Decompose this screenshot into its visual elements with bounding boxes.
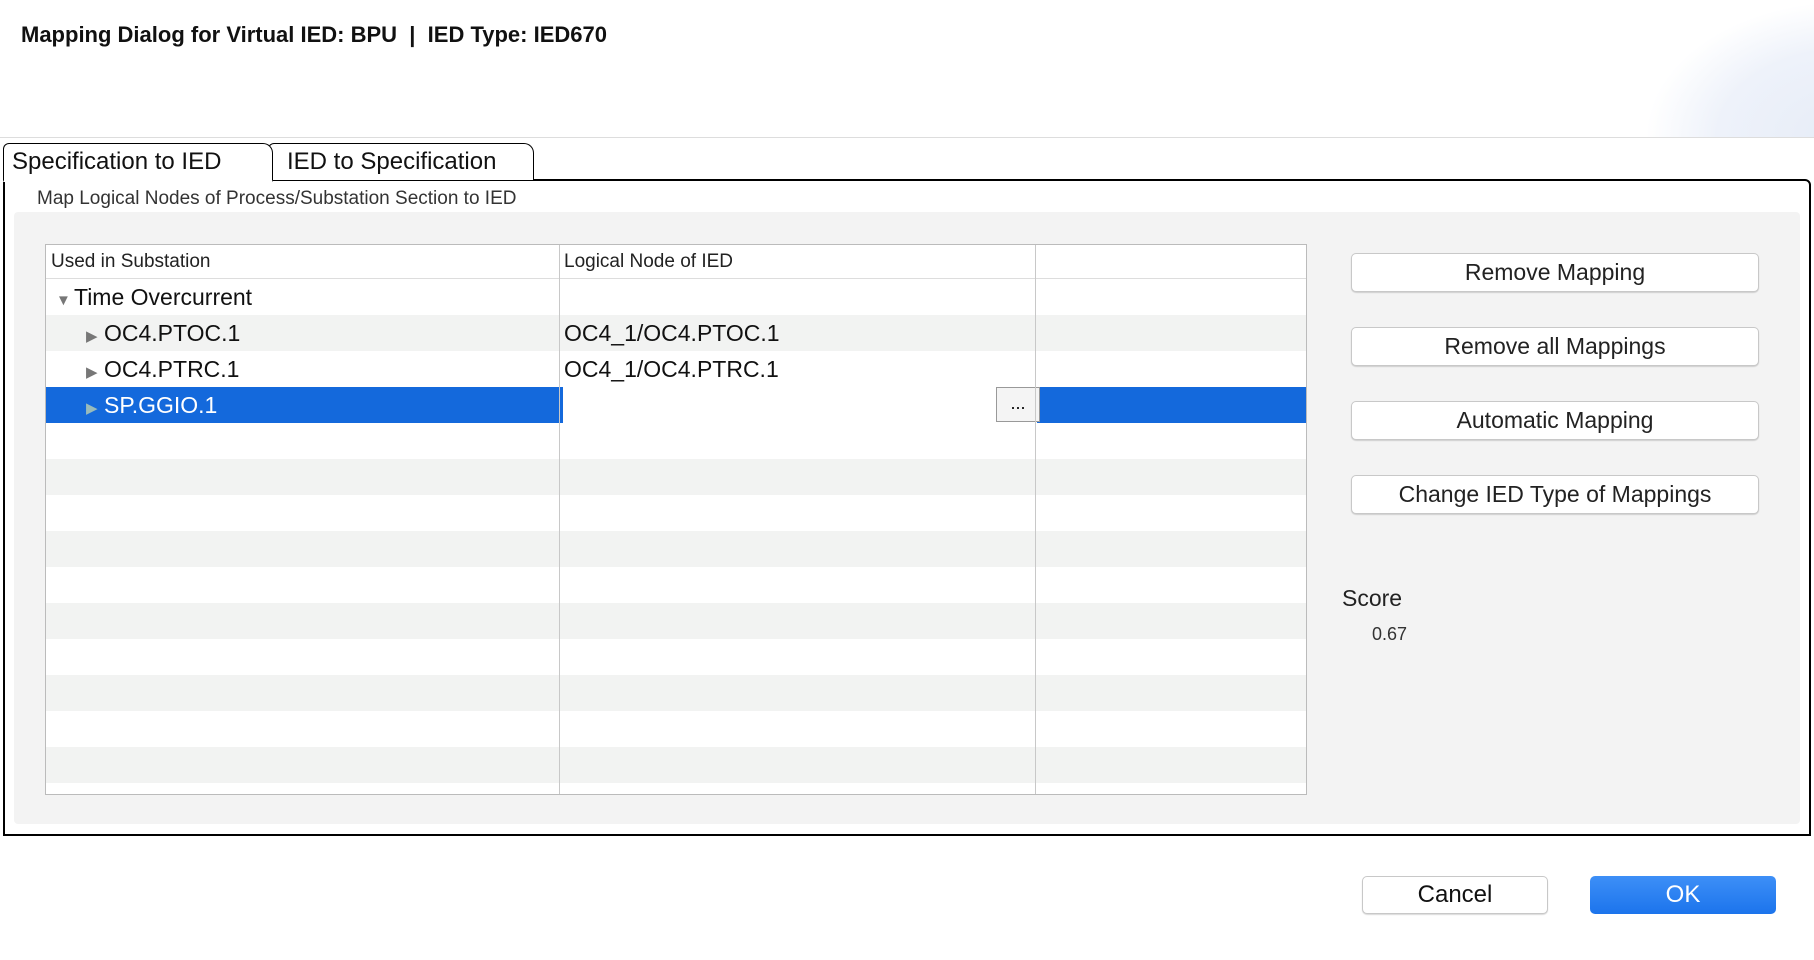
table-row[interactable]: ▼ Time Overcurrent bbox=[46, 279, 1306, 315]
automatic-mapping-button[interactable]: Automatic Mapping bbox=[1351, 401, 1759, 440]
ied-logical-node-editor[interactable] bbox=[561, 387, 1037, 423]
change-ied-type-button[interactable]: Change IED Type of Mappings bbox=[1351, 475, 1759, 514]
ied-logical-node-cell[interactable]: OC4_1/OC4.PTRC.1 bbox=[564, 356, 779, 382]
column-divider bbox=[1035, 245, 1036, 794]
tab-ied-to-specification[interactable]: IED to Specification bbox=[268, 143, 534, 180]
column-header-logical-node[interactable]: Logical Node of IED bbox=[559, 245, 1035, 279]
header-divider bbox=[0, 137, 1814, 138]
column-header-used-in-substation[interactable]: Used in Substation bbox=[46, 245, 559, 279]
score-label: Score bbox=[1342, 585, 1403, 611]
node-name: Time Overcurrent bbox=[74, 284, 253, 310]
remove-mapping-button[interactable]: Remove Mapping bbox=[1351, 253, 1759, 292]
tab-specification-to-ied[interactable]: Specification to IED bbox=[3, 143, 273, 182]
table-row[interactable]: ▶ OC4.PTOC.1 OC4_1/OC4.PTOC.1 bbox=[46, 315, 1306, 351]
column-divider bbox=[559, 245, 560, 794]
empty-table-row bbox=[46, 495, 1306, 531]
remove-all-mappings-button[interactable]: Remove all Mappings bbox=[1351, 327, 1759, 366]
empty-table-row bbox=[46, 531, 1306, 567]
table-row[interactable]: ▶ OC4.PTRC.1 OC4_1/OC4.PTRC.1 bbox=[46, 351, 1306, 387]
substation-node-cell: ▶ OC4.PTRC.1 bbox=[86, 351, 239, 387]
score-value: 0.67 bbox=[1372, 624, 1408, 644]
empty-table-row bbox=[46, 747, 1306, 783]
empty-table-row bbox=[46, 783, 1306, 794]
empty-table-row bbox=[46, 639, 1306, 675]
empty-table-row bbox=[46, 603, 1306, 639]
node-name: SP.GGIO.1 bbox=[104, 392, 218, 418]
empty-table-row bbox=[46, 423, 1306, 459]
collapsed-triangle-icon[interactable]: ▶ bbox=[86, 328, 98, 345]
empty-table-row bbox=[46, 711, 1306, 747]
ok-button[interactable]: OK bbox=[1590, 876, 1776, 914]
substation-node-cell: ▶ OC4.PTOC.1 bbox=[86, 315, 240, 351]
mapping-table[interactable]: Used in Substation Logical Node of IED ▼… bbox=[45, 244, 1307, 795]
substation-node-cell: ▶ SP.GGIO.1 bbox=[86, 387, 217, 423]
browse-button[interactable]: ... bbox=[996, 387, 1040, 422]
table-row[interactable]: ▶ SP.GGIO.1... bbox=[46, 387, 1306, 423]
collapsed-triangle-icon[interactable]: ▶ bbox=[86, 364, 98, 381]
empty-table-row bbox=[46, 567, 1306, 603]
cancel-button[interactable]: Cancel bbox=[1362, 876, 1548, 914]
substation-node-cell: ▼ Time Overcurrent bbox=[56, 279, 252, 315]
header-decoration bbox=[1644, 0, 1814, 137]
section-subtitle: Map Logical Nodes of Process/Substation … bbox=[37, 188, 517, 209]
empty-table-row bbox=[46, 675, 1306, 711]
node-name: OC4.PTRC.1 bbox=[104, 356, 240, 382]
empty-table-row bbox=[46, 459, 1306, 495]
expanded-triangle-icon[interactable]: ▼ bbox=[56, 292, 71, 309]
node-name: OC4.PTOC.1 bbox=[104, 320, 241, 346]
collapsed-triangle-icon[interactable]: ▶ bbox=[86, 400, 98, 417]
column-header-extra[interactable] bbox=[1035, 245, 1306, 279]
ied-logical-node-cell[interactable]: OC4_1/OC4.PTOC.1 bbox=[564, 320, 780, 346]
dialog-title: Mapping Dialog for Virtual IED: BPU | IE… bbox=[21, 22, 607, 47]
